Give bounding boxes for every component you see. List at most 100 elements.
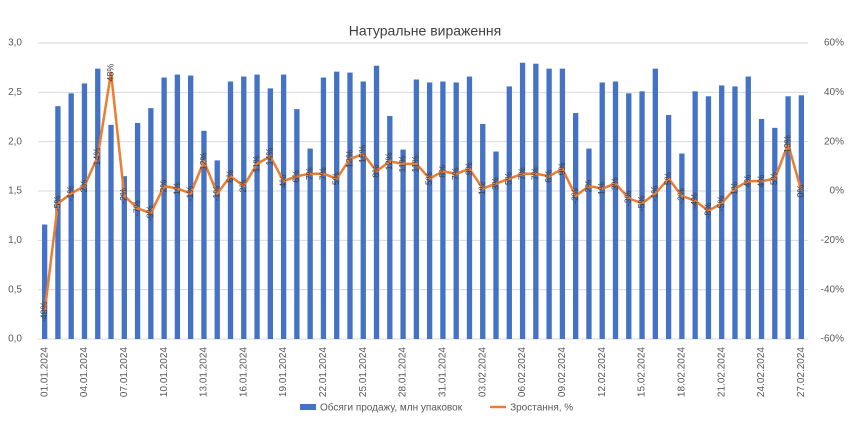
data-label: 14% [92,147,102,165]
bar [68,93,74,339]
data-label: 8% [437,165,447,178]
bar [573,113,579,339]
bar [612,81,619,339]
data-label: 3% [490,177,500,190]
data-label: 48% [105,64,115,82]
x-tick-label: 19.01.2024 [278,347,289,397]
x-tick-label: 27.02.2024 [796,347,807,397]
data-label: 9% [464,162,474,175]
x-tick-label: 03.02.2024 [477,347,488,397]
y2-tick-label: 40% [824,87,844,98]
bar [652,68,658,340]
bar [148,108,154,340]
y-tick-label: 2,0 [8,136,22,147]
bar [480,123,486,339]
x-tick-label: 28.01.2024 [398,347,409,397]
bar [174,74,181,339]
data-label: 2% [583,180,593,193]
data-label: 2% [79,180,89,193]
data-label: -4% [690,193,700,209]
data-label: -1% [66,185,76,201]
bar [519,62,526,339]
data-label: 7% [517,167,527,180]
bar [692,91,698,339]
data-label: -2% [570,188,580,204]
bar [134,122,141,339]
x-tick-label: 24.02.2024 [756,347,767,397]
data-label: 11% [397,155,407,172]
data-label: 6% [291,170,301,183]
bar [254,74,260,339]
data-label: 7% [451,167,461,180]
data-label: -7% [132,200,142,216]
legend-label: Зростання, % [510,403,573,414]
x-tick-label: 25.01.2024 [358,347,369,397]
bar [95,68,101,340]
bar [440,81,446,339]
legend-swatch [300,404,316,410]
bar [108,124,114,339]
bar [426,82,433,339]
data-label: -1% [212,185,222,201]
data-label: -2% [119,188,129,204]
x-tick-label: 12.02.2024 [597,347,608,397]
data-label: 4% [743,175,753,188]
data-label: 5% [769,172,779,185]
data-label: 2% [158,180,168,193]
bar [188,75,194,339]
data-label: -5% [52,195,62,211]
y-tick-label: 0,5 [8,284,22,295]
x-tick-label: 01.01.2024 [39,347,50,397]
bar [586,148,592,339]
bar [280,74,287,339]
x-tick-label: 18.02.2024 [677,347,688,397]
data-label: 12% [198,152,208,170]
data-label: -5% [716,195,726,211]
bar [360,81,366,339]
x-tick-label: 09.02.2024 [557,347,568,397]
y2-tick-label: 0% [830,186,845,197]
data-label: 14% [265,147,275,165]
bar [227,81,234,339]
data-label: 5% [424,172,434,185]
data-label: 6% [225,170,235,183]
bar [599,82,605,339]
x-tick-label: 04.01.2024 [79,347,90,397]
bar [626,93,632,339]
data-label: 11% [251,155,261,172]
bar [758,118,765,340]
data-label: 19% [782,135,792,153]
line [43,71,803,313]
data-label: 12% [384,152,394,170]
data-label: 5% [663,172,673,185]
y-tick-label: 1,0 [8,235,22,246]
data-label: 9% [557,162,567,175]
bar [294,109,300,340]
bar [466,76,473,340]
data-label: 3% [610,177,620,190]
bar [453,82,459,339]
y2-tick-label: 60% [824,38,844,49]
x-tick-label: 10.01.2024 [159,347,170,397]
x-tick-label: 21.02.2024 [716,347,727,397]
bar [267,88,273,340]
bar [121,176,127,339]
data-label: 4% [278,175,288,188]
bar [347,72,353,339]
y2-tick-label: -60% [821,334,844,345]
data-label: -2% [676,188,686,204]
y2-tick-label: -20% [821,235,844,246]
bar [639,91,645,339]
data-label: -1% [650,185,660,201]
data-label: 13% [344,150,354,168]
bar [320,77,327,340]
chart-title: Натуральне вираження [349,23,501,39]
x-tick-label: 16.01.2024 [238,347,249,397]
bar [665,115,672,339]
x-tick-label: 13.01.2024 [199,347,210,397]
bar [493,151,499,339]
data-label: 1% [172,182,182,195]
legend-label: Обсяги продажу, млн упаковок [320,402,463,414]
bar [413,79,420,340]
